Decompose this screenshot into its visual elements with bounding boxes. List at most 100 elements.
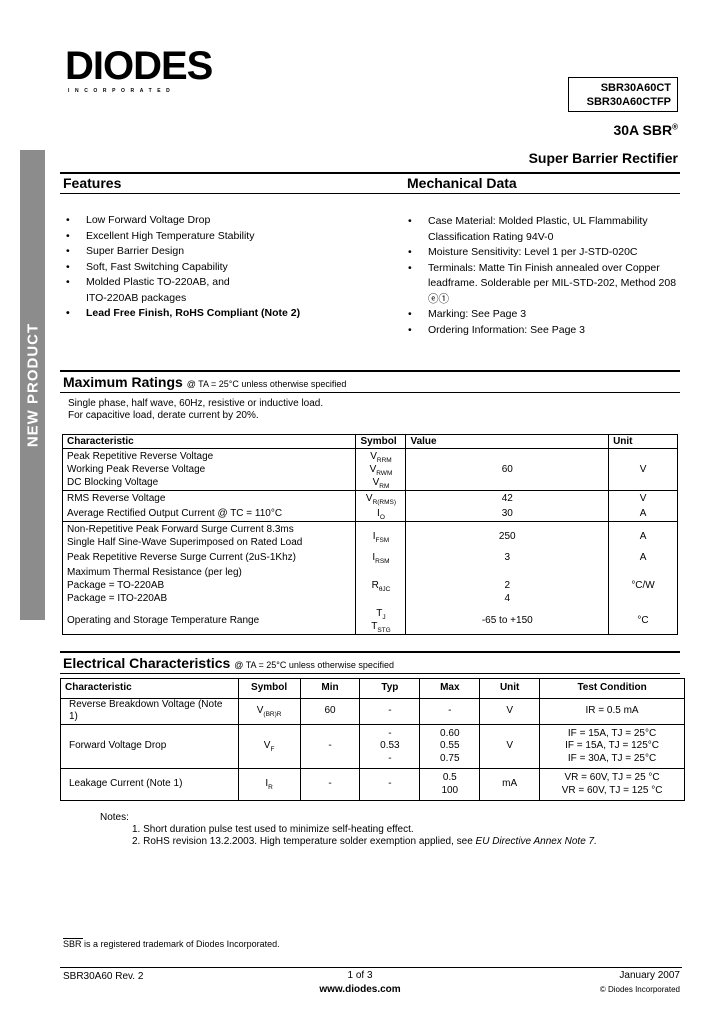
- doc-date: January 2007: [619, 970, 680, 981]
- cell-line: 100: [441, 784, 459, 796]
- symbol-base: T: [371, 621, 378, 632]
- value: 4: [504, 592, 511, 604]
- symbol: VRWM: [360, 463, 401, 477]
- column-header: Symbol: [237, 678, 301, 699]
- unit-cell: mA: [479, 768, 541, 801]
- cell-line: -: [388, 704, 392, 716]
- characteristic-cell: Average Rectified Output Current @ TC = …: [61, 506, 357, 522]
- typ-cell: -0.53-: [359, 723, 421, 769]
- value: -65 to +150: [481, 614, 533, 626]
- characteristic-cell: Non-Repetitive Peak Forward Surge Curren…: [61, 521, 357, 550]
- characteristic-cell: RMS Reverse Voltage: [61, 490, 357, 506]
- symbol-cell: V(BR)R: [237, 697, 301, 725]
- characteristic-cell: Leakage Current (Note 1): [60, 768, 239, 801]
- symbol-cell: VRRM VRWM VRM: [355, 448, 407, 491]
- test-condition-cell: VR = 60V, TJ = 25 °C VR = 60V, TJ = 125 °…: [539, 768, 685, 801]
- characteristic-cell: Maximum Thermal Resistance (per leg) Pack…: [61, 565, 357, 606]
- symbol-base: V: [370, 451, 377, 462]
- list-item: Lead Free Finish, RoHS Compliant (Note 2…: [62, 306, 312, 322]
- list-item: Marking: See Page 3: [404, 307, 680, 323]
- cell-line: IF = 15A, TJ = 25°C: [567, 727, 657, 739]
- column-header: Typ: [359, 678, 421, 699]
- cell-line: Operating and Storage Temperature Range: [67, 614, 260, 626]
- table-row: Maximum Thermal Resistance (per leg) Pack…: [61, 565, 678, 606]
- features-list: Low Forward Voltage Drop Excellent High …: [62, 213, 312, 322]
- cell-line: -: [448, 704, 452, 716]
- max-cell: 0.60 0.55 0.75: [419, 723, 481, 769]
- cell-line: 0.75: [440, 752, 460, 764]
- cell-line: Peak Repetitive Reverse Voltage: [67, 451, 214, 462]
- cell-line: 0.60: [440, 727, 460, 739]
- symbol-cell: IR: [237, 768, 301, 801]
- max-cell: -: [419, 697, 481, 725]
- banner-text: NEW PRODUCT: [24, 322, 41, 448]
- symbol-base: V: [256, 704, 264, 716]
- value-cell: -65 to +150: [405, 606, 610, 635]
- characteristic-cell: Operating and Storage Temperature Range: [61, 606, 357, 635]
- symbol-base: R: [371, 580, 379, 591]
- column-header: Min: [299, 678, 361, 699]
- symbol-base: V: [372, 477, 380, 488]
- test-condition-cell: IR = 0.5 mA: [539, 697, 685, 725]
- value-cell: 30: [405, 506, 610, 522]
- cell-line: -: [388, 727, 392, 739]
- value-cell: 3: [405, 550, 610, 565]
- table-row: Average Rectified Output Current @ TC = …: [61, 506, 678, 522]
- cell-line: IR = 0.5 mA: [585, 704, 639, 716]
- website-link[interactable]: www.diodes.com: [319, 984, 401, 995]
- symbol-base: T: [376, 608, 383, 619]
- symbol-sub: F: [270, 746, 275, 753]
- symbol: RθJC: [360, 579, 401, 593]
- symbol-sub: J: [382, 614, 386, 621]
- symbol-cell: IO: [355, 506, 407, 522]
- note-italic: EU Directive Annex Note 7.: [475, 836, 597, 847]
- diodes-logo: DIODES: [65, 44, 213, 88]
- cell-line: Working Peak Reverse Voltage: [67, 464, 206, 475]
- typ-cell: -: [359, 768, 421, 801]
- cell-line: 0.55: [440, 740, 460, 751]
- heading-text: Maximum Ratings: [63, 374, 183, 390]
- symbol-base: V: [263, 740, 271, 751]
- table-row: Operating and Storage Temperature Range T…: [61, 606, 678, 635]
- symbol-cell: VR(RMS): [355, 490, 407, 506]
- condition-text: @ TA = 25°C unless otherwise specified: [234, 660, 394, 670]
- table-row: Forward Voltage Drop VF - -0.53-0.60 0.55 0.7…: [60, 723, 685, 769]
- symbol-sub: R: [268, 784, 273, 792]
- copyright: © Diodes Incorporated: [599, 985, 680, 994]
- symbol-base: I: [265, 778, 269, 790]
- list-item: Low Forward Voltage Drop: [62, 213, 312, 229]
- cell-line: Peak Repetitive Reverse Surge Current (2…: [67, 552, 296, 563]
- characteristic-cell: Peak Repetitive Reverse Voltage Working P…: [61, 448, 357, 491]
- divider: [60, 172, 680, 174]
- max-cell: 0.5 100: [419, 768, 481, 801]
- test-condition-cell: IF = 15A, TJ = 25°C IF = 15A, TJ = 125°C I…: [539, 723, 685, 769]
- divider: [60, 193, 680, 194]
- column-header: Max: [419, 678, 481, 699]
- symbol: VR(RMS): [360, 492, 401, 506]
- characteristic-cell: Forward Voltage Drop: [60, 723, 239, 769]
- symbol-cell: RθJC: [355, 565, 407, 606]
- cell-line: Maximum Thermal Resistance (per leg): [67, 567, 242, 578]
- cell-line: -: [328, 778, 332, 790]
- cell-line: 0.5: [442, 772, 457, 783]
- min-cell: -: [299, 723, 361, 769]
- table-row: Non-Repetitive Peak Forward Surge Curren…: [61, 521, 678, 550]
- symbol-sub: R(RMS): [372, 499, 397, 506]
- table-row: RMS Reverse Voltage VR(RMS) 42 V: [61, 490, 678, 506]
- table-row: Peak Repetitive Reverse Voltage Working P…: [61, 448, 678, 491]
- column-header: Characteristic: [61, 434, 357, 449]
- cell-line: Average Rectified Output Current @ TC = …: [67, 508, 283, 519]
- table-row: Peak Repetitive Reverse Surge Current (2…: [61, 550, 678, 565]
- cell-line: IF = 30A, TJ = 25°C: [567, 752, 657, 764]
- trademark-note: SBR is a registered trademark of Diodes …: [63, 939, 280, 949]
- notes-label: Notes:: [100, 812, 129, 823]
- notes: Notes: 1. Short duration pulse test used…: [100, 812, 597, 848]
- symbol-sub: RRM: [376, 457, 392, 464]
- symbol-sub: RSM: [375, 558, 390, 565]
- characteristic-cell: Peak Repetitive Reverse Surge Current (2…: [61, 550, 357, 565]
- unit-cell: °C: [608, 606, 678, 635]
- cell-line: -: [388, 778, 392, 790]
- symbol-base: I: [377, 508, 380, 519]
- mechanical-list: Case Material: Molded Plastic, UL Flamma…: [404, 214, 680, 338]
- symbol-sub: STG: [377, 627, 391, 634]
